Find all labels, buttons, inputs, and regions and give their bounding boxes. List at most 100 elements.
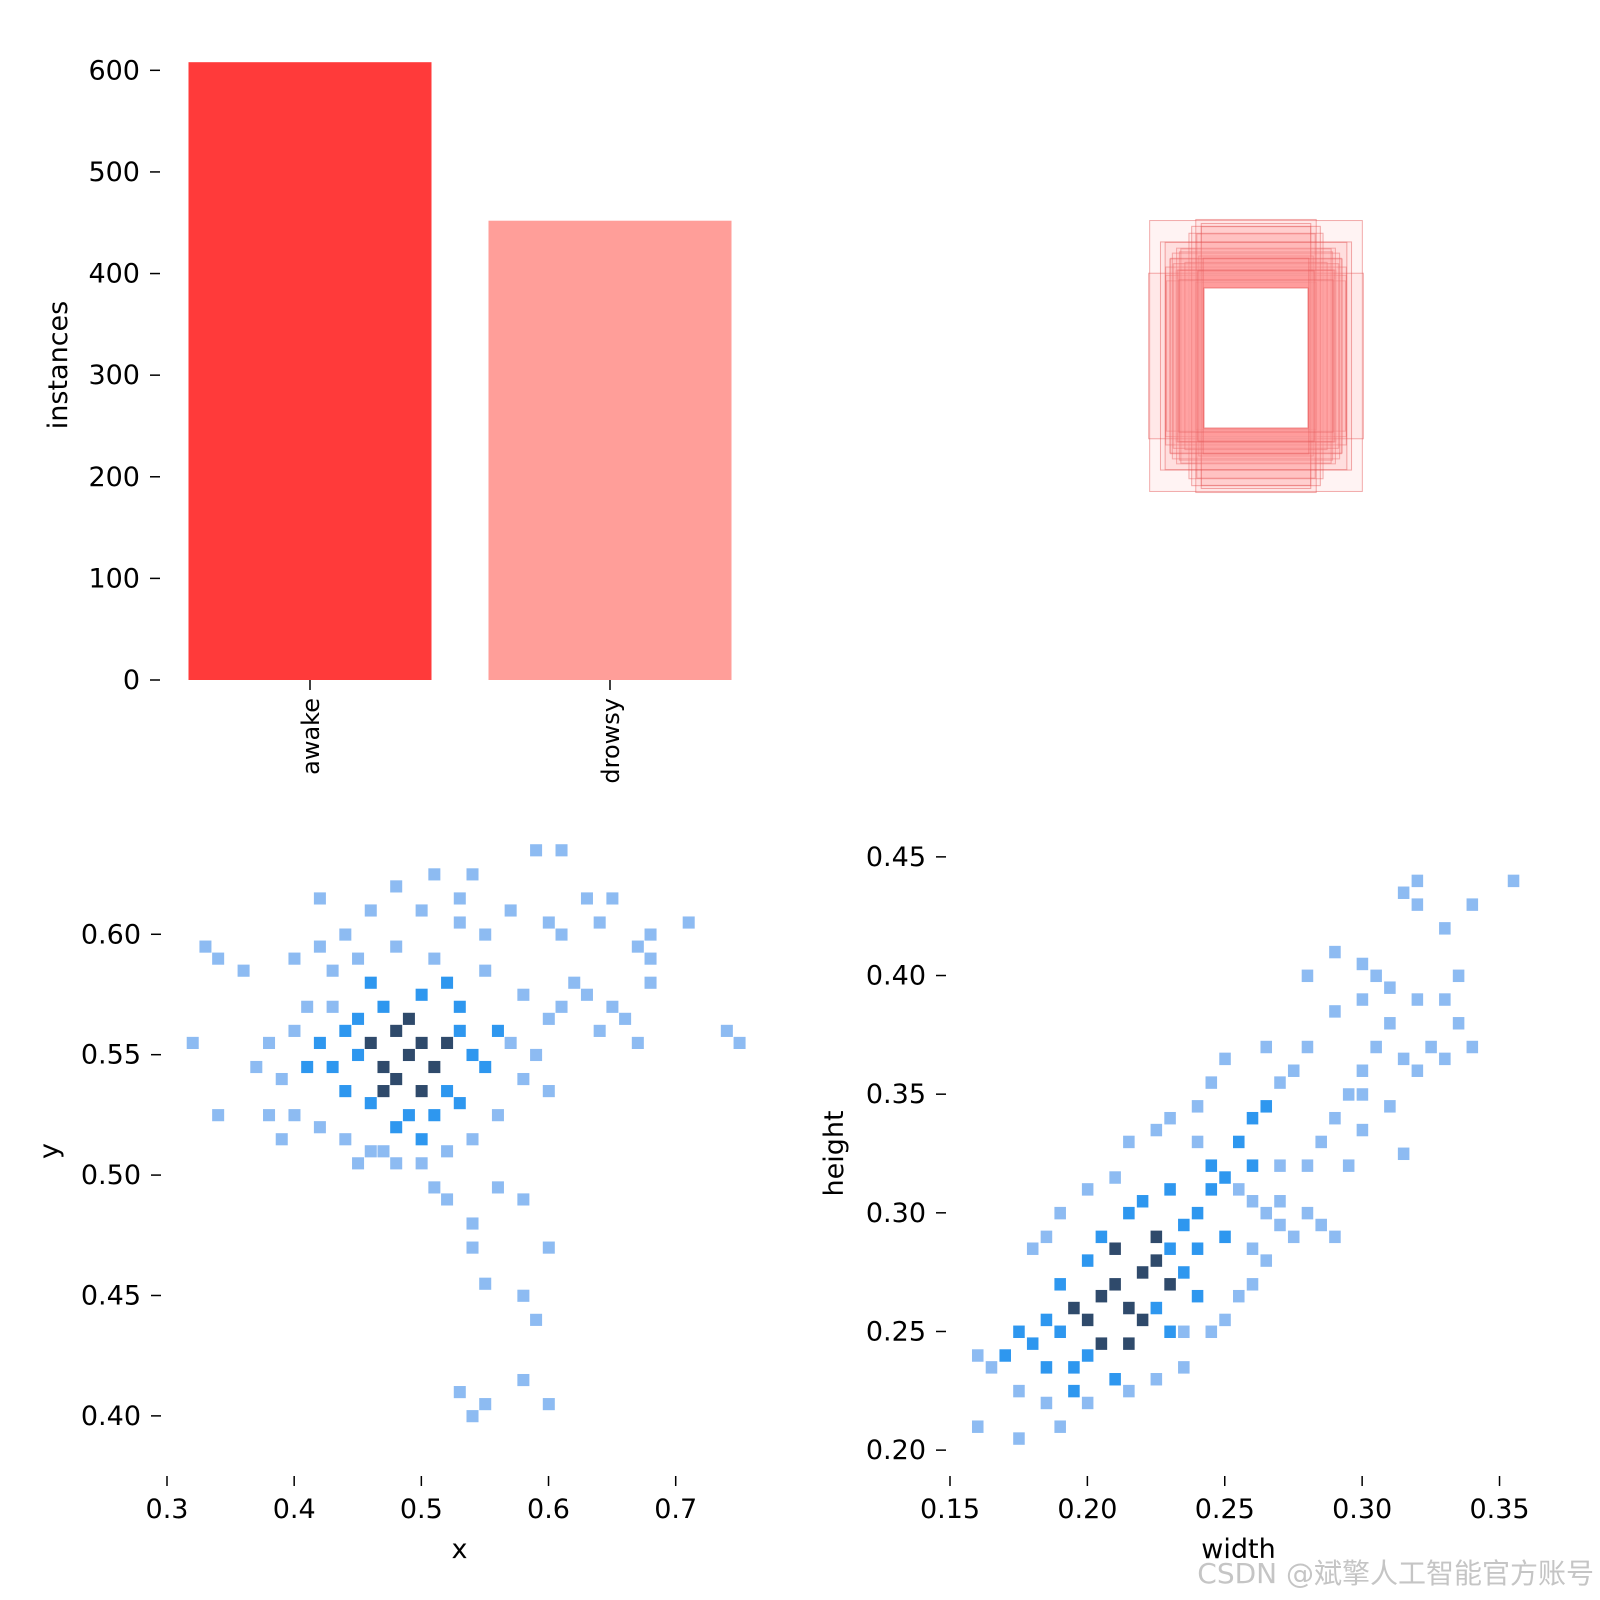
histogram-cell <box>1370 969 1382 983</box>
histogram-cell <box>644 952 657 965</box>
histogram-cell <box>377 1145 390 1158</box>
y-tick-label: 200 <box>88 462 140 493</box>
histogram-cell <box>1150 1123 1163 1137</box>
histogram-cell <box>1178 1218 1190 1232</box>
histogram-cell <box>568 976 581 989</box>
histogram-cell <box>1109 1278 1121 1291</box>
histogram-cell <box>1274 1195 1286 1208</box>
histogram-cell <box>275 1133 288 1146</box>
histogram-cell <box>1384 981 1396 994</box>
histogram-cell <box>313 892 326 905</box>
histogram-cell <box>199 940 212 953</box>
y-axis-label: instances <box>43 301 74 429</box>
histogram-cell <box>326 1000 339 1013</box>
histogram-cell <box>1150 1254 1163 1267</box>
histogram-cell <box>619 1012 632 1025</box>
y-tick-label: 0.35 <box>866 1079 926 1110</box>
histogram-cell <box>530 1048 543 1062</box>
histogram-cell <box>1356 993 1369 1006</box>
histogram-cell <box>339 1133 352 1146</box>
histogram-cell <box>555 1000 568 1013</box>
histogram-cell <box>1205 1159 1218 1172</box>
histogram-cell <box>631 940 644 953</box>
histogram-cell <box>1040 1361 1053 1374</box>
y-tick-label: 300 <box>88 360 140 391</box>
y-axis-label: height <box>819 1110 850 1196</box>
histogram-cell <box>1054 1420 1066 1433</box>
histogram-cell <box>1246 1278 1259 1291</box>
histogram-cell <box>1123 1206 1135 1220</box>
histogram-cell <box>1150 1301 1163 1315</box>
histogram-cell <box>682 916 695 929</box>
histogram-cell <box>1246 1195 1259 1208</box>
histogram-cell <box>1123 1337 1135 1350</box>
histogram-cell <box>263 1109 276 1122</box>
x-tick-label: 0.25 <box>1195 1494 1255 1525</box>
histogram-cell <box>1013 1325 1025 1339</box>
histogram-cell <box>415 1036 428 1049</box>
histogram-cell <box>1274 1076 1286 1089</box>
histogram-cell <box>441 976 454 989</box>
histogram-cell <box>1109 1242 1121 1255</box>
histogram-cell <box>364 1036 377 1049</box>
histogram-cell <box>1164 1111 1176 1125</box>
y-tick-label: 600 <box>88 55 140 86</box>
histogram-cell <box>428 1109 441 1122</box>
y-tick-label: 500 <box>88 157 140 188</box>
histogram-cell <box>517 1373 530 1387</box>
histogram-cell <box>453 892 466 905</box>
x-tick-label: 0.3 <box>146 1494 189 1525</box>
histogram-cell <box>453 1097 466 1110</box>
histogram-cell <box>1068 1301 1080 1315</box>
histogram-cell <box>1136 1313 1149 1327</box>
histogram-cell <box>1054 1325 1066 1339</box>
histogram-cell <box>517 1193 530 1206</box>
histogram-cell <box>1054 1206 1066 1220</box>
histogram-cell <box>313 1036 326 1049</box>
histogram-cell <box>1026 1242 1039 1255</box>
histogram-cell <box>415 1085 428 1098</box>
histogram-cell <box>1150 1373 1163 1386</box>
histogram-cell <box>1384 1100 1396 1113</box>
histogram-cell <box>1164 1183 1176 1196</box>
histogram-cell <box>1178 1361 1190 1374</box>
histogram-cell <box>733 1036 746 1049</box>
y-tick-label: 0.40 <box>866 961 926 992</box>
histogram-cell <box>453 1024 466 1037</box>
histogram-cell <box>1274 1159 1286 1172</box>
bar-drowsy <box>488 220 732 681</box>
histogram-cell <box>453 1386 466 1399</box>
histogram-cell <box>377 1060 390 1074</box>
histogram-cell <box>1260 1254 1273 1267</box>
histogram-cell <box>1081 1254 1094 1267</box>
histogram-cell <box>1013 1432 1025 1445</box>
histogram-cell <box>542 1085 555 1098</box>
histogram-cell <box>466 1241 479 1254</box>
bar-awake <box>188 62 432 681</box>
histogram-cell <box>644 928 657 941</box>
histogram-cell <box>479 1398 492 1411</box>
histogram-cell <box>415 1133 428 1146</box>
histogram-cell <box>428 952 441 965</box>
histogram-cell <box>1191 1289 1204 1303</box>
histogram-cell <box>352 1157 365 1170</box>
histogram-cell <box>999 1349 1011 1362</box>
histogram-cell <box>1397 1147 1410 1161</box>
histogram-cell <box>1233 1289 1245 1303</box>
histogram-cell <box>339 928 352 941</box>
histogram-cell <box>415 904 428 917</box>
histogram-cell <box>1452 969 1465 983</box>
histogram-cell <box>1507 874 1520 888</box>
histogram-cell <box>1136 1195 1149 1208</box>
histogram-cell <box>377 1000 390 1013</box>
histogram-cell <box>1026 1337 1039 1350</box>
histogram-cell <box>1397 886 1410 899</box>
histogram-cell <box>1425 1040 1437 1054</box>
y-tick-label: 0.45 <box>81 1280 141 1311</box>
x-tick-label: 0.15 <box>920 1494 980 1525</box>
histogram-cell <box>1246 1111 1259 1125</box>
x-axis-label: width <box>1201 1534 1275 1565</box>
histogram-cell <box>1370 1040 1382 1054</box>
histogram-cell <box>971 1349 984 1362</box>
histogram-cell <box>1123 1135 1135 1149</box>
